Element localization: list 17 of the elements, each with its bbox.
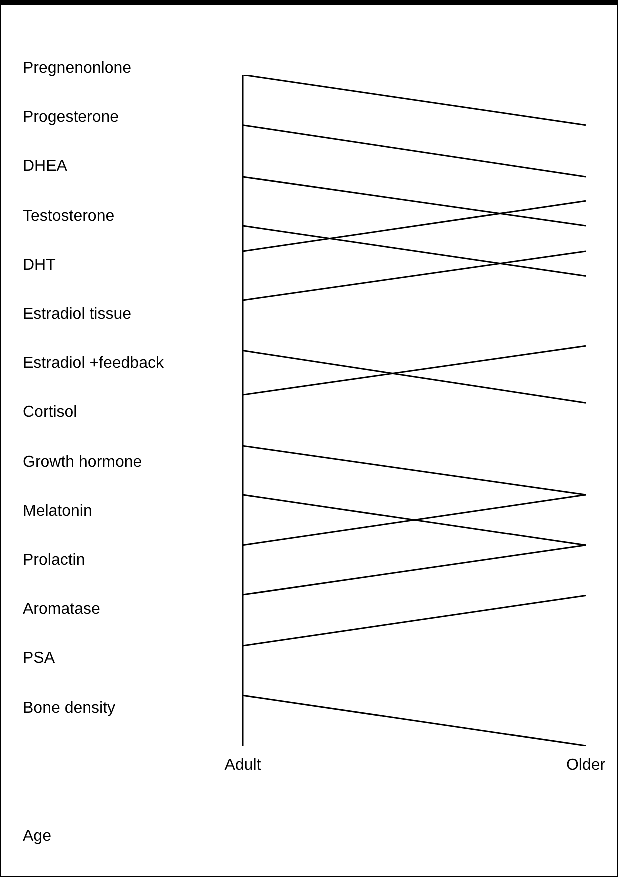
annotation: Progesterone — [23, 109, 120, 128]
annotation: Pregnenonlone — [23, 60, 132, 78]
annotation: Cortisol — [23, 404, 78, 422]
annotation: Prolactin — [23, 552, 86, 570]
x-tick-label: Older — [566, 757, 606, 774]
annotation: Aromatase — [23, 601, 100, 620]
annotation: Growth hormone — [23, 454, 142, 472]
text: DHT — [23, 256, 56, 275]
annotation: Estradiol tissue — [23, 306, 132, 324]
annotation: Estradiol +feedback — [23, 355, 164, 374]
text: PSA — [23, 650, 56, 668]
x-tick-label: Adult — [224, 757, 262, 774]
text: DHEA — [23, 158, 68, 176]
annotation: Melatonin — [23, 502, 92, 521]
annotation: Testosterone — [23, 208, 115, 226]
x-axis-title: Age — [23, 828, 52, 846]
annotation: Bone density — [23, 700, 116, 718]
